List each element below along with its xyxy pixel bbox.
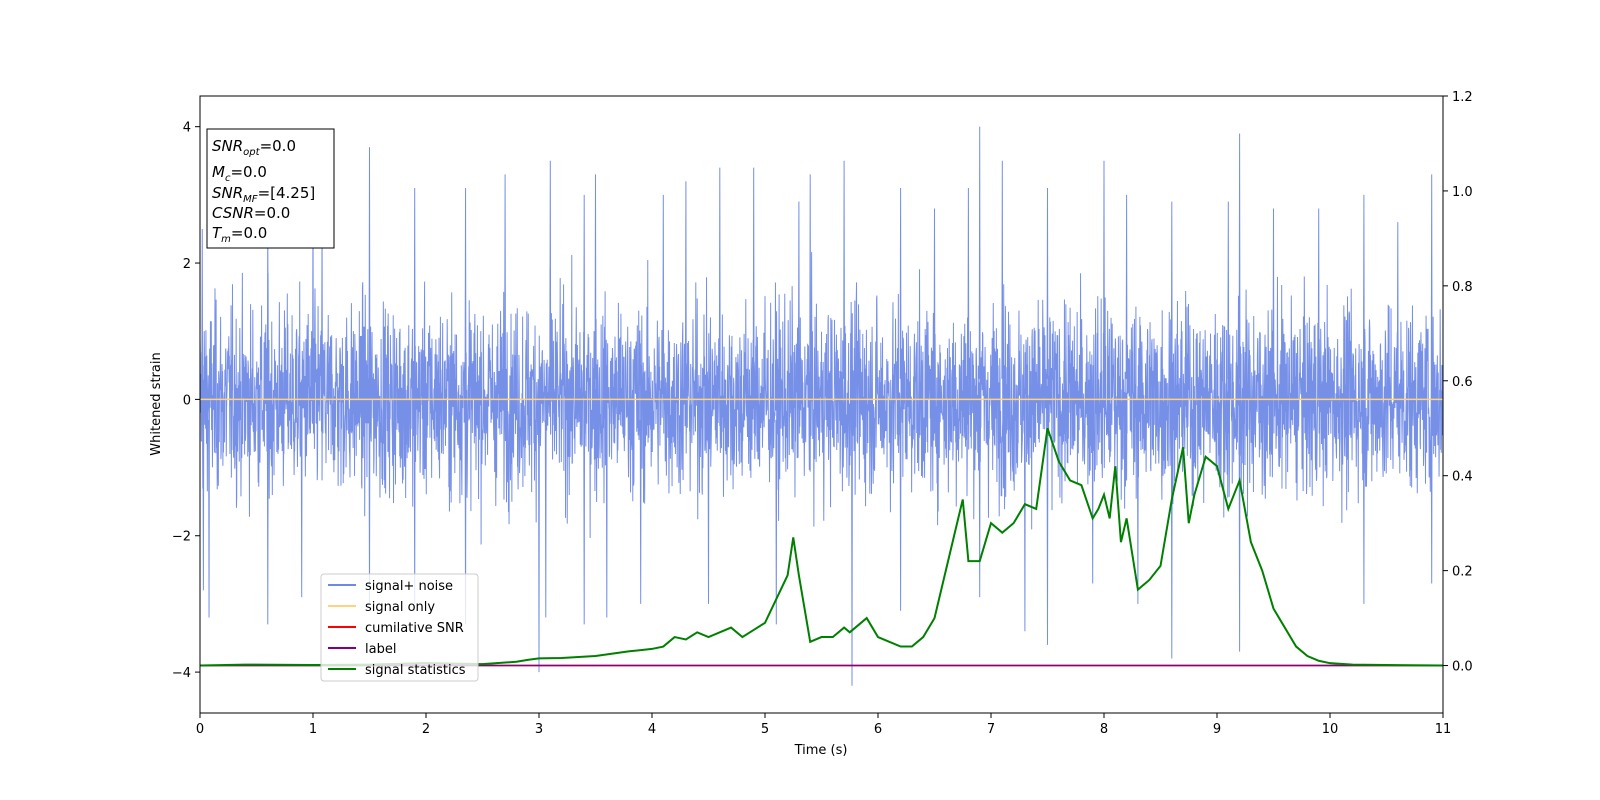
x-axis-label: Time (s) — [794, 743, 848, 758]
y2-tick-label: 1.2 — [1452, 90, 1473, 105]
y2-tick-label: 1.0 — [1452, 185, 1473, 200]
y-tick-label: 2 — [183, 257, 191, 272]
x-tick-label: 3 — [535, 722, 543, 737]
x-tick-label: 10 — [1322, 722, 1339, 737]
x-tick-label: 4 — [648, 722, 656, 737]
tm-text: Tm=0.0 — [212, 224, 267, 245]
x-tick-label: 8 — [1100, 722, 1108, 737]
legend-label-signal-only: signal only — [365, 600, 435, 615]
mc-text: Mc=0.0 — [212, 163, 267, 184]
x-axis: 0 1 2 3 4 5 6 7 8 9 10 11 — [196, 713, 1451, 737]
y-axis-label: Whitened strain — [149, 352, 164, 455]
y-tick-label: 0 — [183, 393, 191, 408]
y2-tick-label: 0.4 — [1452, 470, 1473, 485]
y2-tick-label: 0.6 — [1452, 375, 1473, 390]
legend-label-signal-statistics: signal statistics — [365, 663, 466, 678]
x-tick-label: 7 — [987, 722, 995, 737]
x-tick-label: 1 — [309, 722, 317, 737]
y2-tick-label: 0.8 — [1452, 280, 1473, 295]
y-tick-label: −2 — [172, 530, 191, 545]
x-tick-label: 6 — [874, 722, 882, 737]
y-tick-label: 4 — [183, 121, 191, 136]
x-tick-label: 2 — [422, 722, 430, 737]
csnr-text: CSNR=0.0 — [212, 204, 290, 222]
x-tick-label: 0 — [196, 722, 204, 737]
legend-label-cumulative-snr: cumilative SNR — [365, 621, 464, 636]
y2-tick-label: 0.0 — [1452, 660, 1473, 675]
legend-label-signal-noise: signal+ noise — [365, 579, 453, 594]
snr-mf-text: SNRMF=[4.25] — [212, 184, 315, 205]
y2-tick-label: 0.2 — [1452, 565, 1473, 580]
legend: signal+ noise signal only cumilative SNR… — [320, 573, 479, 682]
x-tick-label: 11 — [1435, 722, 1452, 737]
y-axis-left: −4 −2 0 2 4 — [172, 121, 200, 681]
legend-label-label: label — [365, 642, 396, 657]
y-axis-right: 0.0 0.2 0.4 0.6 0.8 1.0 1.2 — [1443, 90, 1473, 675]
x-tick-label: 9 — [1213, 722, 1221, 737]
series-signal-statistics — [200, 427, 1443, 667]
info-box: SNRopt=0.0 Mc=0.0 SNRMF=[4.25] CSNR=0.0 … — [206, 128, 335, 249]
y-tick-label: −4 — [172, 666, 191, 681]
plot-frame — [199, 95, 1444, 714]
x-tick-label: 5 — [761, 722, 769, 737]
snr-opt-text: SNRopt=0.0 — [212, 137, 296, 158]
